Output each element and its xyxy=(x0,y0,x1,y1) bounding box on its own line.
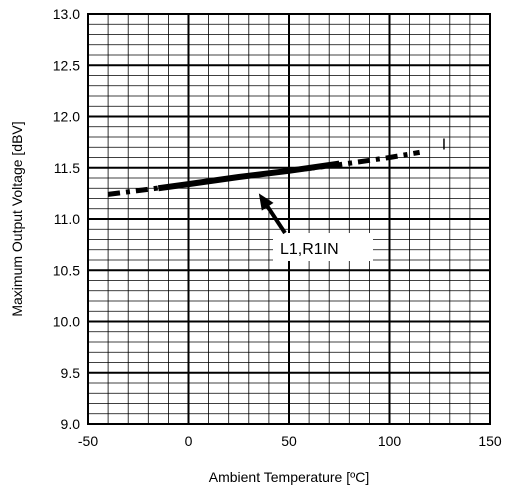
series-layer xyxy=(107,149,421,197)
x-tick-label: -50 xyxy=(78,433,98,449)
series-line-dashed xyxy=(107,149,421,197)
series-line-solid xyxy=(157,160,340,192)
x-tick-label: 0 xyxy=(185,433,193,449)
y-tick-label: 9.0 xyxy=(61,416,81,432)
y-axis-title: Maximum Output Voltage [dBV] xyxy=(9,121,25,316)
y-tick-label: 10.0 xyxy=(53,314,80,330)
y-tick-label: 12.5 xyxy=(53,57,80,73)
annotation-label-box xyxy=(273,233,373,261)
y-tick-label: 11.5 xyxy=(54,160,80,176)
x-tick-label: 50 xyxy=(281,433,297,449)
grid-major xyxy=(87,13,491,425)
annotation-layer: L1,R1IN I xyxy=(258,136,446,261)
plot-frame xyxy=(87,13,491,425)
annotation-label: L1,R1IN xyxy=(280,241,339,258)
annotation-arrow-head xyxy=(258,193,274,211)
x-tick-label: 150 xyxy=(478,433,502,449)
annotation-marker: I xyxy=(442,136,446,153)
x-tick-label: 100 xyxy=(378,433,402,449)
x-tick-labels: -50 0 50 100 150 xyxy=(78,433,502,449)
x-axis-title: Ambient Temperature [ºC] xyxy=(209,469,369,485)
y-tick-label: 9.5 xyxy=(61,365,81,381)
y-tick-label: 13.0 xyxy=(53,6,80,22)
y-tick-labels: 9.0 9.5 10.0 10.5 11.0 11.5 12.0 12.5 13.0 xyxy=(53,6,80,432)
y-tick-label: 12.0 xyxy=(53,109,80,125)
y-tick-label: 10.5 xyxy=(53,262,80,278)
annotation-arrow xyxy=(263,202,287,235)
y-tick-label: 11.0 xyxy=(54,211,80,227)
